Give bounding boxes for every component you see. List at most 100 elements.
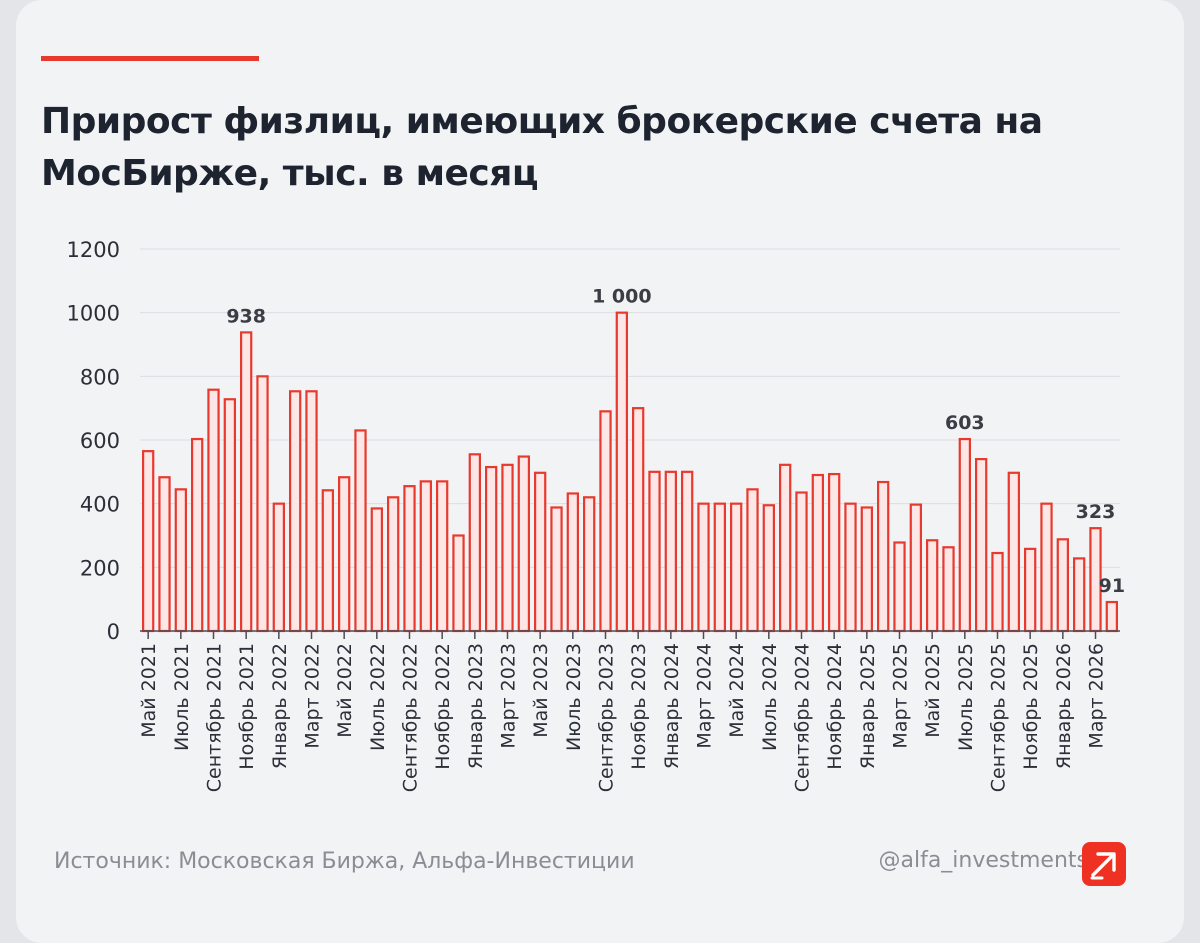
data-label: 603	[945, 412, 985, 434]
bar	[713, 502, 726, 633]
bar	[468, 453, 481, 633]
bar	[779, 463, 792, 633]
data-labels: 938 1 000 603 323 91	[226, 286, 1125, 597]
x-tick-label: Июль 2025	[955, 643, 977, 751]
bar	[452, 534, 465, 633]
x-axis: Май 2021 Июль 2021 Сентябрь 2021 Ноябрь 202…	[138, 630, 1120, 792]
bar	[795, 491, 808, 633]
chart-title: Прирост физлиц, имеющих брокерские счета…	[41, 101, 1043, 194]
x-tick-label: Март 2023	[498, 643, 520, 749]
bar	[599, 410, 612, 633]
x-tick-label: Май 2025	[922, 643, 944, 738]
bar	[975, 458, 988, 633]
bar	[1073, 557, 1086, 633]
x-tick-label: Июль 2023	[563, 643, 585, 751]
bar	[534, 471, 547, 633]
bar	[811, 473, 824, 633]
x-tick-label: Ноябрь 2021	[236, 643, 258, 770]
bar	[207, 388, 220, 633]
bar	[256, 375, 269, 633]
x-tick-label: Ноябрь 2023	[628, 643, 650, 770]
bar	[681, 470, 694, 633]
bar	[174, 488, 187, 633]
bar	[338, 476, 351, 633]
data-label: 1 000	[592, 286, 652, 308]
bar	[191, 437, 204, 633]
bar	[501, 463, 514, 633]
bar	[272, 502, 285, 633]
x-tick-label: Июль 2021	[171, 643, 193, 751]
bar	[223, 398, 236, 633]
x-tick-label: Сентябрь 2025	[988, 643, 1010, 792]
bar	[566, 492, 579, 633]
bar	[877, 480, 890, 633]
y-tick-label: 400	[80, 493, 120, 517]
source-note: Источник: Московская Биржа, Альфа-Инвест…	[54, 849, 635, 874]
x-tick-label: Май 2024	[726, 643, 748, 738]
accent-bar	[41, 56, 259, 61]
bar	[321, 489, 334, 633]
bar	[305, 390, 318, 633]
x-tick-label: Январь 2026	[1053, 643, 1075, 769]
data-label: 938	[226, 305, 266, 327]
y-tick-label: 0	[107, 620, 120, 644]
bar	[1007, 471, 1020, 633]
data-label: 323	[1076, 501, 1116, 523]
bar	[550, 506, 563, 633]
x-tick-label: Ноябрь 2024	[824, 643, 846, 770]
bar	[387, 496, 400, 633]
data-label: 91	[1099, 575, 1125, 597]
social-handle[interactable]: @alfa_investments	[878, 848, 1088, 873]
x-tick-label: Июль 2024	[759, 643, 781, 751]
x-tick-label: Март 2024	[694, 643, 716, 749]
bar	[991, 551, 1004, 633]
x-tick-label: Ноябрь 2025	[1020, 643, 1042, 770]
bar	[485, 465, 498, 633]
y-tick-label: 200	[80, 556, 120, 580]
x-tick-label: Март 2026	[1086, 643, 1108, 749]
bar	[730, 502, 743, 633]
y-axis: 0 200 400 600 800 1000 1200	[67, 238, 120, 644]
bar	[615, 311, 628, 633]
x-tick-label: Сентябрь 2023	[596, 643, 618, 792]
x-tick-label: Май 2021	[138, 643, 160, 738]
bar	[289, 390, 302, 633]
bars	[142, 311, 1118, 633]
bar	[1056, 538, 1069, 633]
bar	[1105, 600, 1118, 633]
bar	[1040, 502, 1053, 633]
bar	[909, 503, 922, 633]
bar	[926, 539, 939, 633]
bar	[583, 496, 596, 633]
bar	[142, 450, 155, 633]
bar	[419, 480, 432, 633]
x-tick-label: Сентябрь 2021	[204, 643, 226, 792]
bar	[697, 502, 710, 633]
bar	[632, 407, 645, 633]
bar	[844, 502, 857, 633]
bar	[828, 472, 841, 633]
bar	[958, 437, 971, 633]
alfa-logo[interactable]	[1082, 842, 1126, 886]
bar	[370, 507, 383, 633]
x-tick-label: Май 2022	[334, 643, 356, 738]
x-tick-label: Май 2023	[530, 643, 552, 738]
bar	[517, 455, 530, 633]
bar	[1024, 547, 1037, 633]
x-tick-label: Сентябрь 2024	[792, 643, 814, 792]
x-tick-label: Январь 2024	[661, 643, 683, 769]
bar	[436, 480, 449, 633]
bar	[746, 488, 759, 633]
bar	[240, 331, 253, 633]
x-tick-label: Январь 2022	[269, 643, 291, 769]
x-tick-label: Ноябрь 2022	[432, 643, 454, 770]
y-tick-label: 1000	[67, 302, 120, 326]
y-tick-label: 1200	[67, 238, 120, 262]
bar	[942, 546, 955, 633]
y-tick-label: 800	[80, 365, 120, 389]
bar	[354, 429, 367, 633]
x-tick-label: Март 2022	[302, 643, 324, 749]
bar	[860, 506, 873, 633]
y-tick-label: 600	[80, 429, 120, 453]
